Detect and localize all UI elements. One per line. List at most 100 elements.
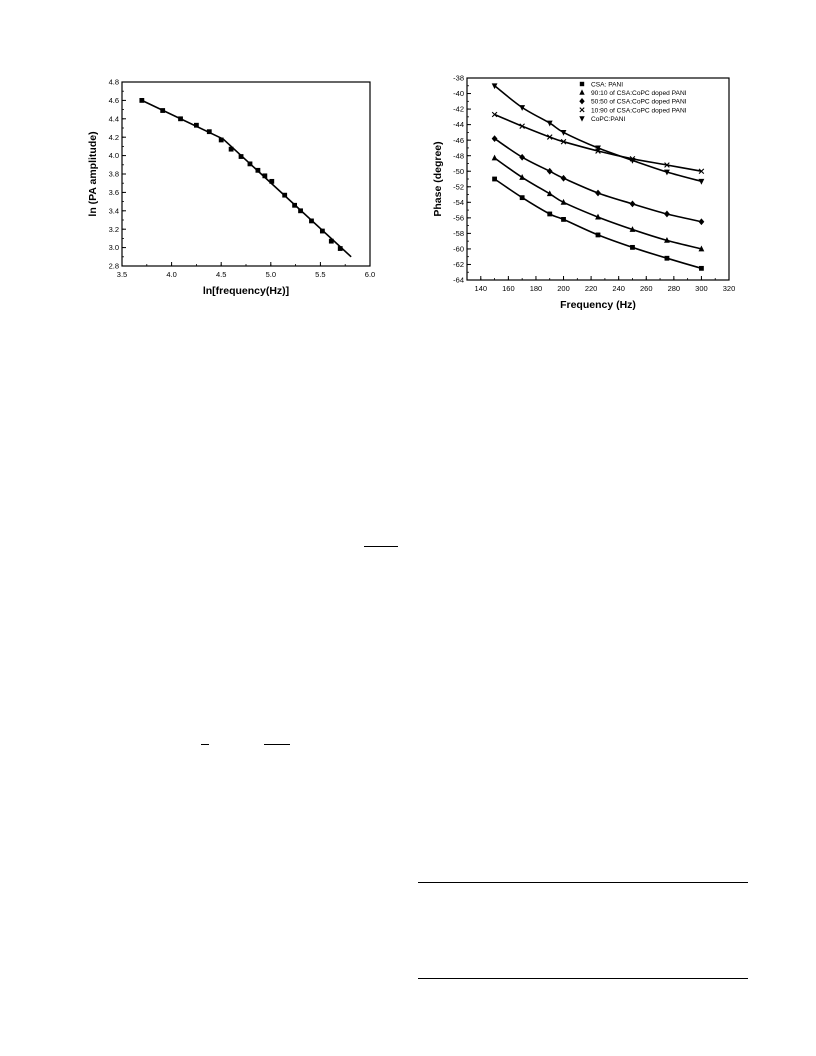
data-point — [595, 213, 601, 220]
data-point — [629, 200, 636, 208]
legend-marker — [579, 89, 585, 95]
data-point — [519, 123, 525, 129]
x-tick-label: 180 — [530, 284, 543, 293]
data-point-stroke — [546, 134, 553, 140]
y-tick-label: -64 — [453, 276, 464, 285]
data-point — [519, 174, 526, 180]
data-point — [560, 198, 567, 205]
x-tick-label: 3.5 — [117, 270, 127, 279]
data-point — [491, 83, 498, 90]
data-point-stroke — [698, 168, 705, 175]
x-tick-label: 160 — [502, 284, 515, 293]
data-point — [269, 178, 275, 184]
x-tick-label: 4.0 — [166, 270, 176, 279]
y-tick-label: 3.0 — [109, 243, 119, 252]
y-tick-label: -62 — [453, 260, 464, 269]
y-tick-label: -44 — [453, 120, 464, 129]
legend-marker-stroke — [579, 107, 585, 113]
x-tick-label: 320 — [723, 284, 735, 293]
data-point — [491, 135, 498, 142]
data-point — [194, 122, 199, 128]
data-point — [561, 217, 566, 222]
legend-label: CSA: PANI — [591, 82, 623, 89]
data-point — [255, 167, 261, 173]
legend-marker — [579, 81, 585, 87]
legend-label: 50:50 of CSA:CoPC doped PANI — [591, 99, 687, 106]
data-point — [139, 98, 145, 103]
y-tick-label: -54 — [453, 198, 464, 207]
data-point — [699, 265, 704, 271]
data-point — [262, 173, 268, 179]
fit-line — [222, 138, 352, 258]
data-point — [238, 154, 244, 159]
data-point — [664, 210, 670, 218]
data-point — [629, 157, 636, 164]
y-tick-label: -56 — [453, 213, 464, 222]
y-tick-label: -50 — [453, 167, 464, 176]
y-tick-label: 2.8 — [109, 262, 119, 271]
x-tick-label: 240 — [612, 284, 625, 293]
y-tick-label: -40 — [453, 89, 464, 98]
y-tick-label: 4.4 — [109, 114, 119, 123]
x-tick-label: 5.0 — [266, 270, 276, 279]
data-point — [546, 134, 553, 140]
x-tick-label: 280 — [668, 284, 681, 293]
x-tick-label: 140 — [475, 284, 488, 293]
table-rule-bottom — [418, 978, 748, 979]
plot-frame — [121, 81, 371, 267]
data-point — [298, 208, 303, 214]
data-point — [160, 108, 166, 113]
data-point — [595, 232, 601, 238]
data-point-stroke — [560, 138, 567, 145]
y-tick-label: -48 — [453, 151, 464, 160]
data-point — [282, 192, 288, 198]
legend-label: CoPC:PANI — [591, 116, 625, 123]
x-axis-label: Frequency (Hz) — [560, 299, 636, 311]
series-line — [494, 137, 702, 223]
data-point — [546, 167, 553, 175]
y-tick-label: 3.2 — [109, 225, 119, 234]
y-tick-label: -38 — [453, 74, 464, 83]
data-point — [228, 146, 234, 152]
data-point — [309, 218, 314, 224]
y-tick-label: 4.8 — [109, 78, 119, 87]
x-axis-label: ln[frequency(Hz)] — [203, 285, 289, 297]
data-point — [630, 244, 635, 250]
series-line — [494, 85, 702, 183]
data-point — [698, 168, 705, 175]
data-point — [547, 211, 553, 217]
y-tick-label: -52 — [453, 182, 464, 191]
y-tick-label: 4.6 — [109, 96, 119, 105]
data-point — [560, 138, 567, 145]
data-point — [519, 105, 526, 111]
chart-ln-pa-amplitude: 3.5 4.0 4.5 5.0 5.5 6.0 2.8 3.0 3.2 3.4 3.6 3.8 4.0 4… — [87, 78, 375, 297]
legend-label: 10:90 of CSA:CoPC doped PANI — [591, 107, 687, 114]
data-point — [698, 178, 705, 185]
equation-fraction-bar — [264, 744, 290, 745]
data-point — [664, 162, 670, 168]
y-tick-label: 3.8 — [109, 170, 119, 179]
data-point — [292, 202, 298, 208]
data-point-stroke — [519, 123, 525, 129]
data-point-stroke — [491, 111, 498, 118]
chart-phase-vs-frequency: 140 160 180 200 220 240 260 280 300 320 -38 -40 -42 -… — [432, 74, 735, 311]
data-point — [698, 245, 705, 252]
x-tick-label: 5.5 — [315, 270, 325, 279]
data-point — [319, 228, 325, 234]
y-tick-label: -58 — [453, 229, 464, 238]
data-point — [218, 137, 224, 143]
data-point — [664, 236, 670, 243]
x-tick-label: 4.5 — [216, 270, 226, 279]
data-point — [560, 129, 567, 136]
legend-marker — [579, 116, 585, 122]
y-tick-label: 3.6 — [109, 188, 119, 197]
x-tick-label: 6.0 — [365, 270, 375, 279]
equation-fraction-bar — [364, 546, 398, 547]
data-point — [519, 195, 525, 201]
data-point — [664, 169, 670, 176]
data-point — [595, 145, 601, 152]
data-point — [491, 154, 498, 161]
data-point — [491, 111, 498, 118]
series-line — [494, 178, 702, 270]
data-point — [519, 153, 526, 161]
